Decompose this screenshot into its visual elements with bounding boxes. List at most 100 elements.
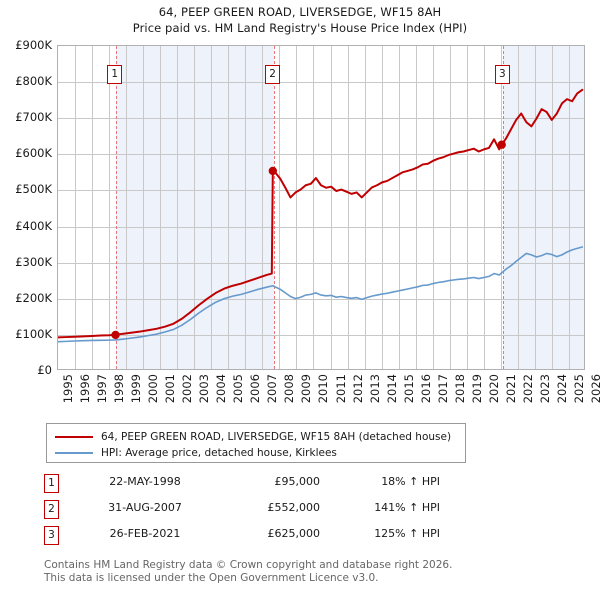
gridline-vertical <box>569 46 570 369</box>
gridline-horizontal <box>58 335 584 336</box>
x-axis-tick-label: 2007 <box>265 374 280 404</box>
gridline-vertical <box>296 46 297 369</box>
table-row: 3 26-FEB-2021 £625,000 125% ↑ HPI <box>44 524 474 550</box>
gridline-vertical <box>450 46 451 369</box>
x-axis-tick-label: 1997 <box>95 374 110 404</box>
event-line-1 <box>115 46 117 369</box>
event-badge-1[interactable]: 1 <box>107 65 123 84</box>
legend-item-property: 64, PEEP GREEN ROAD, LIVERSEDGE, WF15 8A… <box>55 429 457 444</box>
x-axis-tick-label: 2004 <box>214 374 229 404</box>
x-axis-tick-label: 1998 <box>112 374 127 404</box>
x-axis-tick-label: 2013 <box>367 374 382 404</box>
title-line-2: Price paid vs. HM Land Registry's House … <box>132 21 468 35</box>
x-axis-tick-label: 2010 <box>316 374 331 404</box>
y-axis-tick-label: £100K <box>15 326 52 341</box>
chart-series-paths <box>58 88 584 343</box>
x-axis-tick-label: 2026 <box>589 374 600 404</box>
legend-swatch-property <box>55 435 93 438</box>
transaction-number: 2 <box>44 500 59 519</box>
page-title: 64, PEEP GREEN ROAD, LIVERSEDGE, WF15 8A… <box>0 4 600 36</box>
x-axis-tick-label: 2015 <box>401 374 416 404</box>
gridline-horizontal <box>58 299 584 300</box>
event-badge-3[interactable]: 3 <box>494 65 510 84</box>
sale-point-2[interactable] <box>268 166 277 176</box>
series-line-property <box>58 88 584 339</box>
x-axis-tick-label: 2003 <box>197 374 212 404</box>
x-axis-tick-label: 2021 <box>503 374 518 404</box>
x-axis-tick-label: 2002 <box>180 374 195 404</box>
x-axis-tick-label: 2018 <box>452 374 467 404</box>
gridline-vertical <box>535 46 536 369</box>
gridline-horizontal <box>58 82 584 83</box>
transaction-price: £625,000 <box>267 527 321 540</box>
legend-item-hpi: HPI: Average price, detached house, Kirk… <box>55 445 457 460</box>
gridline-vertical <box>262 46 263 369</box>
gridline-horizontal <box>58 190 584 191</box>
transaction-date: 22-MAY-1998 <box>109 475 181 488</box>
gridline-vertical <box>365 46 366 369</box>
price-history-chart <box>57 45 585 370</box>
y-axis-tick-label: £500K <box>15 182 52 197</box>
event-line-2 <box>273 46 275 369</box>
gridline-horizontal <box>58 227 584 228</box>
x-axis-tick-label: 2005 <box>231 374 246 404</box>
gridline-horizontal <box>58 118 584 119</box>
x-axis-tick-label: 2017 <box>435 374 450 404</box>
gridline-vertical <box>279 46 280 369</box>
x-axis-tick-label: 2020 <box>486 374 501 404</box>
gridline-vertical <box>348 46 349 369</box>
gridline-vertical <box>433 46 434 369</box>
sale-point-3[interactable] <box>497 140 506 149</box>
footer-line-2: This data is licensed under the Open Gov… <box>44 571 379 584</box>
y-axis-tick-label: £900K <box>15 38 52 52</box>
x-axis-tick-label: 2025 <box>571 374 586 404</box>
gridline-vertical <box>228 46 229 369</box>
gridline-vertical <box>313 46 314 369</box>
transaction-price: £552,000 <box>267 501 321 514</box>
x-axis-tick-label: 2024 <box>554 374 569 404</box>
chart-legend: 64, PEEP GREEN ROAD, LIVERSEDGE, WF15 8A… <box>46 423 466 463</box>
x-axis-tick-label: 2008 <box>282 374 297 404</box>
y-axis-tick-label: £0 <box>37 363 52 377</box>
y-axis-tick-label: £200K <box>15 290 52 305</box>
gridline-vertical <box>467 46 468 369</box>
x-axis-tick-label: 1999 <box>129 374 144 404</box>
legend-label-hpi: HPI: Average price, detached house, Kirk… <box>101 446 337 459</box>
gridline-vertical <box>245 46 246 369</box>
transaction-hpi-delta: 141% ↑ HPI <box>374 501 440 514</box>
gridline-vertical <box>160 46 161 369</box>
x-axis-tick-label: 2006 <box>248 374 263 404</box>
transaction-number: 1 <box>44 474 59 493</box>
gridline-vertical <box>211 46 212 369</box>
gridline-vertical <box>416 46 417 369</box>
table-row: 2 31-AUG-2007 £552,000 141% ↑ HPI <box>44 498 474 524</box>
y-axis-tick-label: £300K <box>15 254 52 269</box>
transaction-price: £95,000 <box>274 475 321 488</box>
legend-swatch-hpi <box>55 451 93 454</box>
x-axis-tick-label: 1996 <box>78 374 93 404</box>
x-axis-tick-label: 2022 <box>520 374 535 404</box>
gridline-vertical <box>92 46 93 369</box>
y-axis-tick-label: £700K <box>15 110 52 125</box>
x-axis-tick-label: 2014 <box>384 374 399 404</box>
event-badge-2[interactable]: 2 <box>265 65 281 84</box>
gridline-vertical <box>518 46 519 369</box>
gridline-vertical <box>143 46 144 369</box>
gridline-vertical <box>382 46 383 369</box>
title-line-1: 64, PEEP GREEN ROAD, LIVERSEDGE, WF15 8A… <box>158 5 442 19</box>
footer-line-1: Contains HM Land Registry data © Crown c… <box>44 559 453 571</box>
gridline-vertical <box>552 46 553 369</box>
event-line-3 <box>503 46 505 369</box>
x-axis-tick-label: 1995 <box>61 374 75 404</box>
transaction-date: 31-AUG-2007 <box>108 501 182 514</box>
x-axis-tick-label: 2000 <box>146 374 161 404</box>
x-axis-tick-label: 2012 <box>350 374 365 404</box>
transaction-hpi-delta: 125% ↑ HPI <box>374 527 440 540</box>
gridline-horizontal <box>58 154 584 155</box>
sale-point-1[interactable] <box>111 330 120 340</box>
transactions-table: 1 22-MAY-1998 £95,000 18% ↑ HPI 2 31-AUG… <box>44 472 474 550</box>
gridline-vertical <box>177 46 178 369</box>
footer-attribution: Contains HM Land Registry data © Crown c… <box>44 559 584 584</box>
gridline-vertical <box>331 46 332 369</box>
gridline-vertical <box>484 46 485 369</box>
